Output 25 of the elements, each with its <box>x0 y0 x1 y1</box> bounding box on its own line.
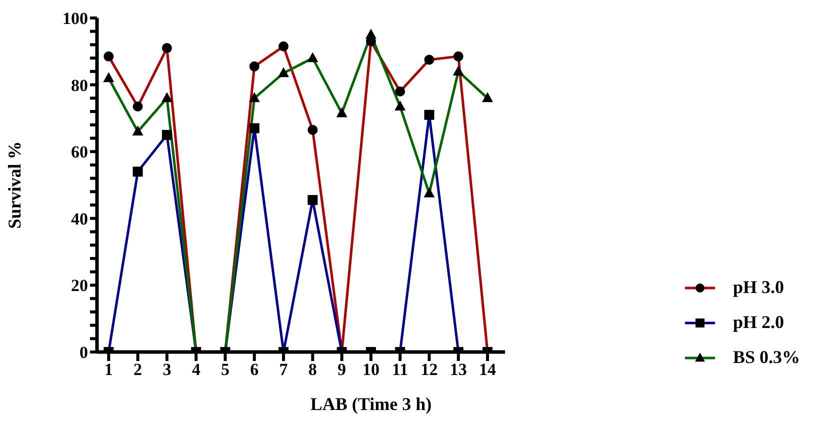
y-tick-label: 40 <box>71 209 88 228</box>
x-tick-label: 6 <box>250 360 259 380</box>
y-tick-label: 20 <box>71 276 88 296</box>
legend-label: BS 0.3% <box>733 347 800 368</box>
legend-label: pH 3.0 <box>733 277 784 298</box>
y-tick-label: 60 <box>71 142 88 162</box>
y-tick-label: 0 <box>80 343 88 362</box>
x-tick-label: 3 <box>162 360 172 380</box>
x-axis-title: LAB (Time 3 h) <box>309 394 433 415</box>
x-tick-label: 14 <box>479 360 497 380</box>
y-tick-label: 100 <box>62 9 88 28</box>
legend-label: pH 2.0 <box>733 312 784 333</box>
x-tick-label: 8 <box>308 360 317 380</box>
x-tick-label: 9 <box>338 360 346 380</box>
y-tick-label: 80 <box>71 76 88 95</box>
x-tick-label: 1 <box>104 360 113 380</box>
x-tick-label: 2 <box>134 360 142 380</box>
x-tick-label: 11 <box>392 360 408 380</box>
x-tick-label: 7 <box>279 360 288 380</box>
x-tick-label: 5 <box>220 360 230 380</box>
y-axis-title: Survival % <box>4 141 24 229</box>
x-tick-label: 13 <box>450 360 467 380</box>
x-tick-label: 4 <box>192 360 201 380</box>
x-tick-label: 12 <box>420 360 438 380</box>
x-tick-label: 10 <box>362 360 380 380</box>
